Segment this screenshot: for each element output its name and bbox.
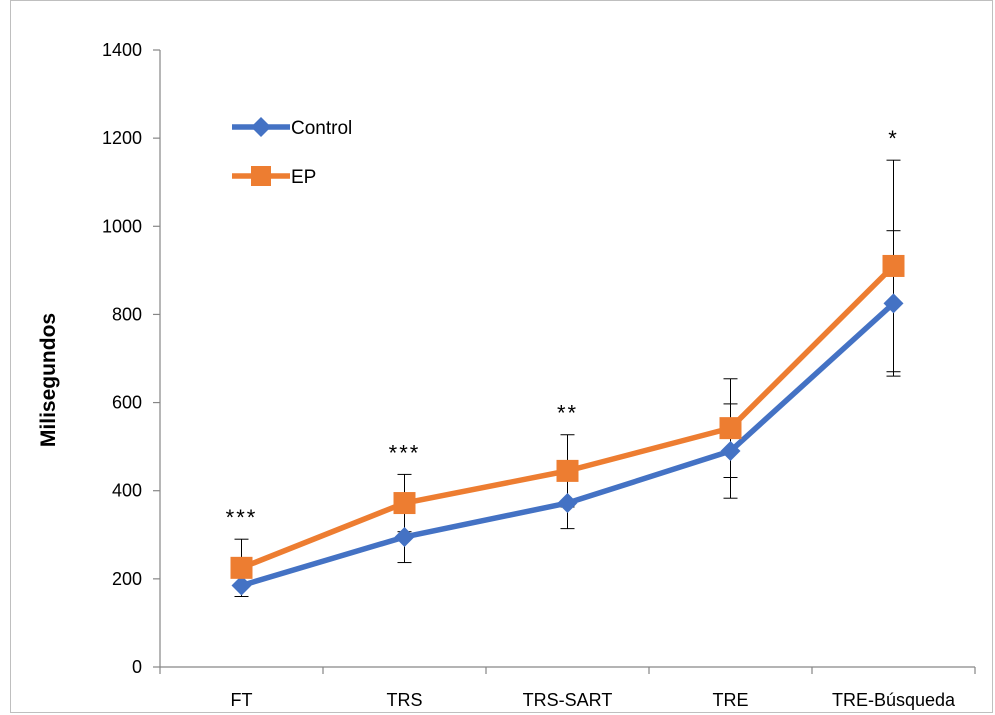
legend: Control EP (232, 117, 352, 188)
y-axis-title: Milisegundos (37, 313, 60, 447)
data-point-control (883, 293, 904, 314)
y-tick-label: 400 (112, 481, 142, 501)
legend-swatch-marker (251, 117, 271, 137)
data-point-ep (719, 417, 742, 440)
x-tick-label: TRS (387, 690, 423, 710)
y-tick-label: 800 (112, 304, 142, 324)
significance-marker: *** (389, 440, 421, 465)
data-point-ep (882, 254, 905, 277)
x-tick-label: TRS-SART (523, 690, 613, 710)
data-point-ep (393, 492, 416, 515)
y-tick-label: 0 (132, 657, 142, 677)
legend-swatch-marker (251, 166, 271, 186)
y-tick-label: 1000 (102, 216, 142, 236)
axes: 0 200 400 600 800 1000 1200 1400 FT TRS TRS-SART TR… (102, 40, 976, 710)
data-point-control (394, 526, 415, 547)
data-point-control (231, 575, 252, 596)
significance-marker: *** (226, 505, 258, 530)
y-tick-label: 200 (112, 569, 142, 589)
legend-label: EP (291, 167, 316, 188)
y-tick-label: 1200 (102, 128, 142, 148)
y-tick-label: 600 (112, 393, 142, 413)
data-point-ep (556, 459, 579, 482)
significance-marker: ** (557, 401, 578, 426)
y-tick-label: 1400 (102, 40, 142, 60)
data-point-control (720, 441, 741, 462)
x-tick-label: TRE (713, 690, 749, 710)
significance-marker: * (888, 126, 899, 151)
data-point-ep (230, 556, 253, 579)
legend-item-control: Control (232, 117, 352, 139)
data-point-control (557, 493, 578, 514)
legend-label: Control (291, 118, 352, 139)
significance-annotations: ********* (226, 126, 899, 530)
series-layer (230, 254, 905, 596)
x-tick-label: FT (231, 690, 253, 710)
chart-frame (10, 0, 993, 713)
legend-item-ep: EP (232, 166, 316, 188)
x-tick-label: TRE-Búsqueda (832, 690, 956, 710)
